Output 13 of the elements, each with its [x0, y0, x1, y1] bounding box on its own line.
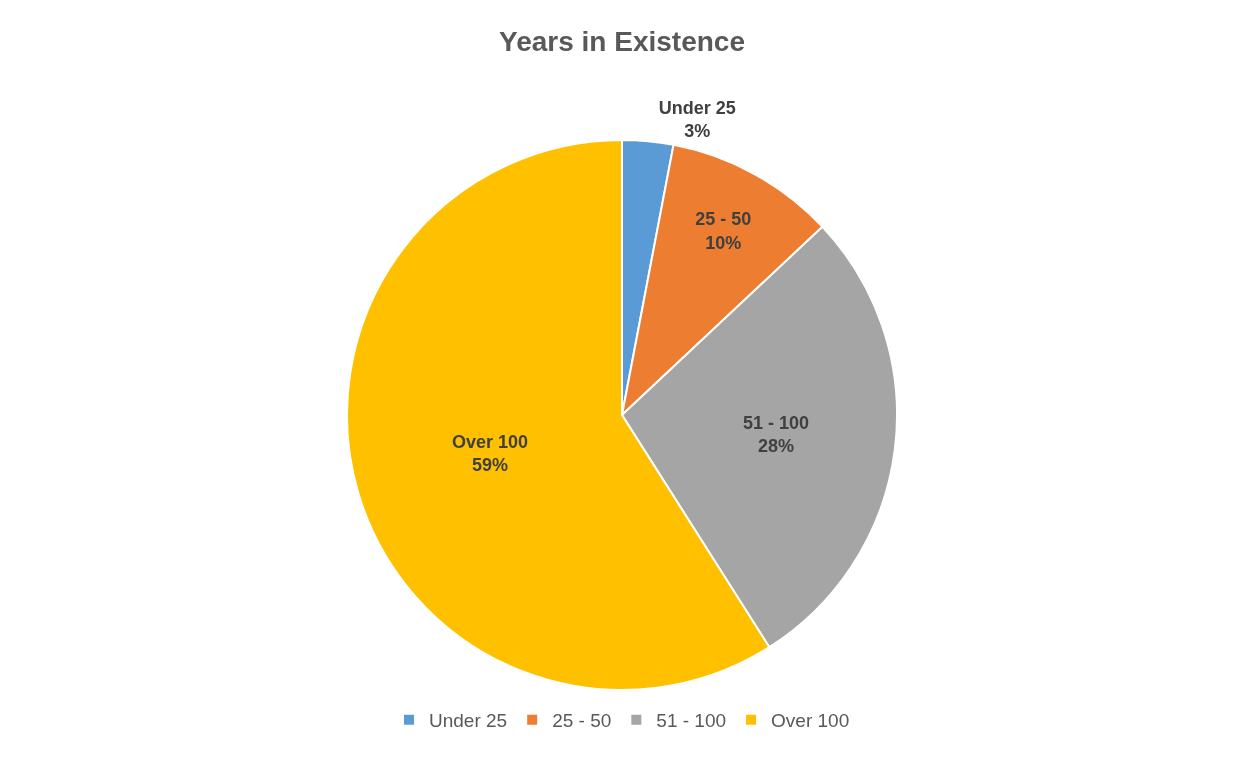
- slice-label: 25 - 50: [695, 209, 752, 230]
- slice-label: Under 25: [658, 98, 736, 119]
- legend-label: 51 - 100: [656, 710, 727, 732]
- legend-label: 25 - 50: [552, 710, 612, 732]
- slice-label: Over 100: [451, 431, 528, 452]
- slice-label: 51 - 100: [743, 412, 810, 433]
- data-label: 10%: [705, 232, 742, 253]
- data-label: 59%: [471, 455, 508, 476]
- legend-label: Over 100: [771, 710, 850, 732]
- data-label: 28%: [758, 436, 795, 457]
- legend-label: Under 25: [429, 710, 508, 732]
- data-label: 3%: [684, 121, 711, 142]
- chart-title: Years in Existence: [499, 25, 745, 57]
